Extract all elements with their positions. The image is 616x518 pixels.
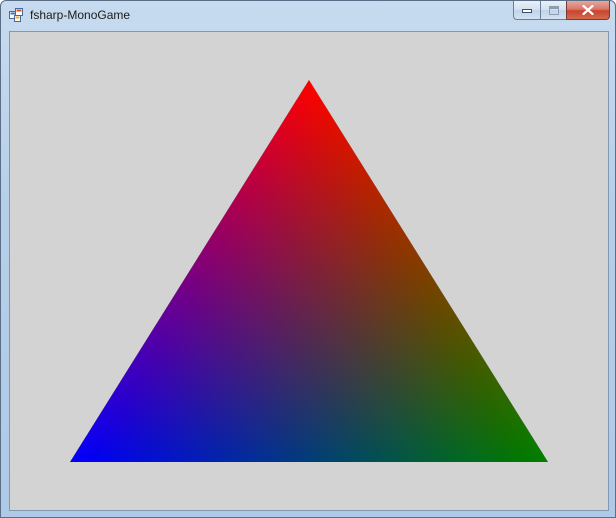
minimize-button[interactable] <box>513 1 540 20</box>
render-surface <box>70 80 548 462</box>
close-button[interactable] <box>566 1 610 20</box>
maximize-icon <box>548 5 559 15</box>
title-bar[interactable]: fsharp-MonoGame <box>1 1 615 29</box>
window-title: fsharp-MonoGame <box>30 8 131 22</box>
gradient-triangle <box>70 80 548 462</box>
window-controls <box>513 1 610 20</box>
game-canvas[interactable] <box>9 31 609 511</box>
close-icon <box>582 5 594 15</box>
app-icon <box>9 8 23 22</box>
minimize-icon <box>522 9 532 13</box>
maximize-button[interactable] <box>540 1 566 20</box>
